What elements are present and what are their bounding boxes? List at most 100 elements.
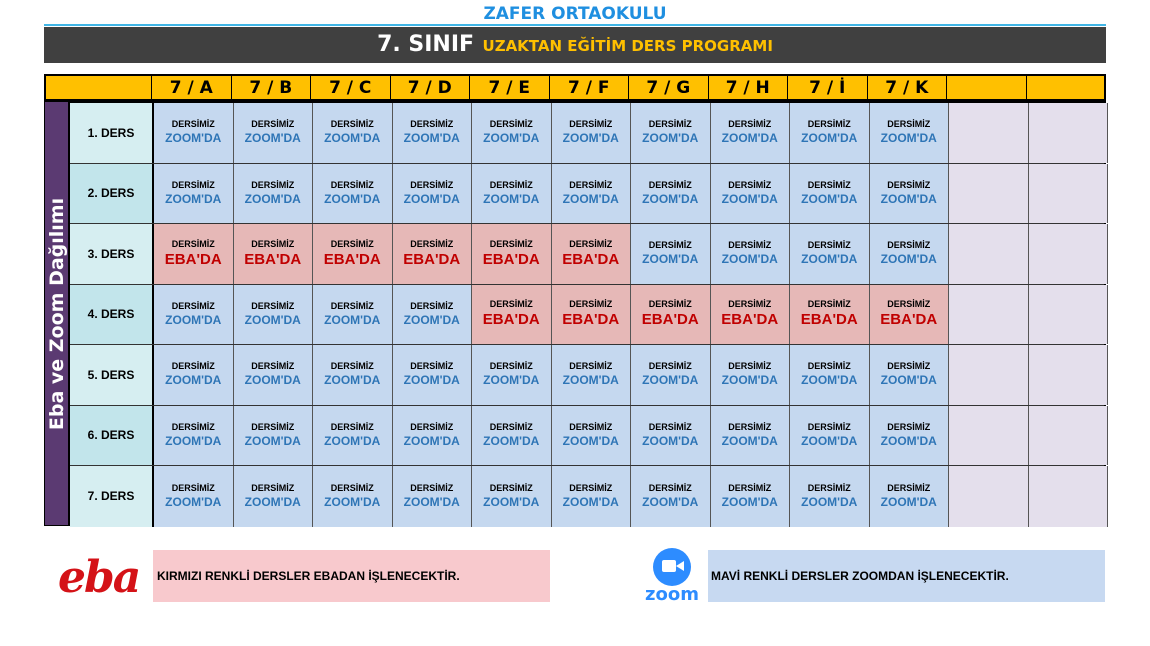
cell-platform: EBA'DA [800,311,858,329]
cell-top-text: DERSİMİZ [171,361,215,372]
table-row: 1. DERS DERSİMİZ ZOOM'DA DERSİMİZ ZOOM'DA DER… [70,103,1108,164]
cell-platform: ZOOM'DA [642,131,699,146]
table-row: 2. DERS DERSİMİZ ZOOM'DA DERSİMİZ ZOOM'DA DER… [70,163,1108,224]
cell-platform: ZOOM'DA [483,191,540,206]
cell-platform: EBA'DA [244,250,302,268]
cell-top-text: DERSİMİZ [489,482,533,493]
cell-platform: ZOOM'DA [403,494,460,509]
cell-platform: EBA'DA [562,250,620,268]
schedule-cell-eba: DERSİMİZ EBA'DA [631,284,711,344]
schedule-cell-zoom: DERSİMİZ ZOOM'DA [790,405,870,465]
cell-top-text: DERSİMİZ [489,299,533,310]
schedule-cell-zoom: DERSİMİZ ZOOM'DA [233,405,313,465]
cell-platform: ZOOM'DA [165,191,222,206]
cell-platform: ZOOM'DA [165,131,222,146]
cell-platform: ZOOM'DA [642,494,699,509]
schedule-cell-empty [949,405,1029,465]
cell-top-text: DERSİMİZ [489,361,533,372]
cell-platform: ZOOM'DA [880,494,937,509]
schedule-cell-zoom: DERSİMİZ ZOOM'DA [154,405,234,465]
cell-platform: ZOOM'DA [721,433,778,448]
schedule-cell-zoom: DERSİMİZ ZOOM'DA [154,163,234,223]
cell-platform: ZOOM'DA [324,373,381,388]
cell-top-text: DERSİMİZ [251,421,295,432]
class-header-7: 7 / H [707,76,788,99]
cell-top-text: DERSİMİZ [728,179,772,190]
cell-platform: ZOOM'DA [562,494,619,509]
side-label-text: Eba ve Zoom Dağılımı [45,197,68,430]
schedule-cell-eba: DERSİMİZ EBA'DA [551,224,631,284]
lesson-label: 7. DERS [70,466,154,527]
cell-top-text: DERSİMİZ [330,238,374,249]
class-header-4: 7 / E [469,76,549,99]
cell-platform: ZOOM'DA [403,433,460,448]
schedule-cell-empty [949,103,1029,163]
cell-top-text: DERSİMİZ [171,482,215,493]
schedule-cell-zoom: DERSİMİZ ZOOM'DA [154,345,234,405]
schedule-cell-zoom: DERSİMİZ ZOOM'DA [233,466,313,527]
cell-top-text: DERSİMİZ [569,482,613,493]
schedule-cell-zoom: DERSİMİZ ZOOM'DA [392,284,472,344]
legend-zoom: MAVİ RENKLİ DERSLER ZOOMDAN İŞLENECEKTİR… [708,550,1105,602]
school-name: ZAFER ORTAOKULU [483,4,667,24]
cell-platform: ZOOM'DA [403,373,460,388]
cell-platform: ZOOM'DA [880,433,937,448]
schedule-cell-zoom: DERSİMİZ ZOOM'DA [233,345,313,405]
cell-platform: ZOOM'DA [165,494,222,509]
eba-logo: eba [58,552,141,603]
schedule-cell-zoom: DERSİMİZ ZOOM'DA [551,345,631,405]
schedule-cell-zoom: DERSİMİZ ZOOM'DA [869,466,949,527]
class-header-0: 7 / A [151,76,231,99]
cell-platform: ZOOM'DA [244,433,301,448]
schedule-cell-eba: DERSİMİZ EBA'DA [869,284,949,344]
cell-platform: ZOOM'DA [642,433,699,448]
cell-top-text: DERSİMİZ [330,300,374,311]
title-main: 7. SINIF [377,32,475,57]
schedule-cell-zoom: DERSİMİZ ZOOM'DA [710,224,790,284]
table-row: 5. DERS DERSİMİZ ZOOM'DA DERSİMİZ ZOOM'DA DER… [70,345,1108,406]
cell-platform: EBA'DA [721,311,779,329]
cell-platform: ZOOM'DA [801,433,858,448]
cell-platform: EBA'DA [482,250,540,268]
cell-top-text: DERSİMİZ [489,119,533,130]
cell-top-text: DERSİMİZ [887,179,931,190]
cell-top-text: DERSİMİZ [251,300,295,311]
table-row: 3. DERS DERSİMİZ EBA'DA DERSİMİZ EBA'DA DERSİ… [70,224,1108,285]
class-header-1: 7 / B [230,76,311,99]
cell-platform: ZOOM'DA [562,433,619,448]
cell-platform: ZOOM'DA [244,312,301,327]
cell-top-text: DERSİMİZ [887,361,931,372]
schedule-cell-eba: DERSİMİZ EBA'DA [790,284,870,344]
cell-top-text: DERSİMİZ [648,421,692,432]
schedule-cell-empty [1028,345,1108,405]
cell-top-text: DERSİMİZ [410,421,454,432]
cell-top-text: DERSİMİZ [410,482,454,493]
header-divider [44,24,1106,26]
schedule-cell-zoom: DERSİMİZ ZOOM'DA [154,284,234,344]
schedule-cell-zoom: DERSİMİZ ZOOM'DA [710,405,790,465]
schedule-cell-zoom: DERSİMİZ ZOOM'DA [710,345,790,405]
cell-top-text: DERSİMİZ [410,238,454,249]
schedule-cell-empty [949,284,1029,344]
schedule-cell-zoom: DERSİMİZ ZOOM'DA [551,103,631,163]
schedule-cell-zoom: DERSİMİZ ZOOM'DA [233,284,313,344]
schedule-cell-eba: DERSİMİZ EBA'DA [313,224,393,284]
schedule-cell-zoom: DERSİMİZ ZOOM'DA [472,405,552,465]
cell-platform: ZOOM'DA [403,312,460,327]
cell-platform: ZOOM'DA [324,131,381,146]
cell-top-text: DERSİMİZ [569,299,613,310]
schedule-cell-eba: DERSİMİZ EBA'DA [233,224,313,284]
cell-platform: EBA'DA [880,311,938,329]
lesson-label: 4. DERS [70,284,154,344]
lesson-label: 5. DERS [70,345,154,405]
cell-top-text: DERSİMİZ [728,361,772,372]
cell-platform: ZOOM'DA [801,252,858,267]
cell-platform: ZOOM'DA [244,373,301,388]
cell-top-text: DERSİMİZ [648,299,692,310]
cell-platform: ZOOM'DA [801,131,858,146]
legend-zoom-text: MAVİ RENKLİ DERSLER ZOOMDAN İŞLENECEKTİR… [711,569,1009,583]
schedule-cell-zoom: DERSİMİZ ZOOM'DA [790,163,870,223]
cell-platform: ZOOM'DA [562,131,619,146]
cell-top-text: DERSİMİZ [569,119,613,130]
